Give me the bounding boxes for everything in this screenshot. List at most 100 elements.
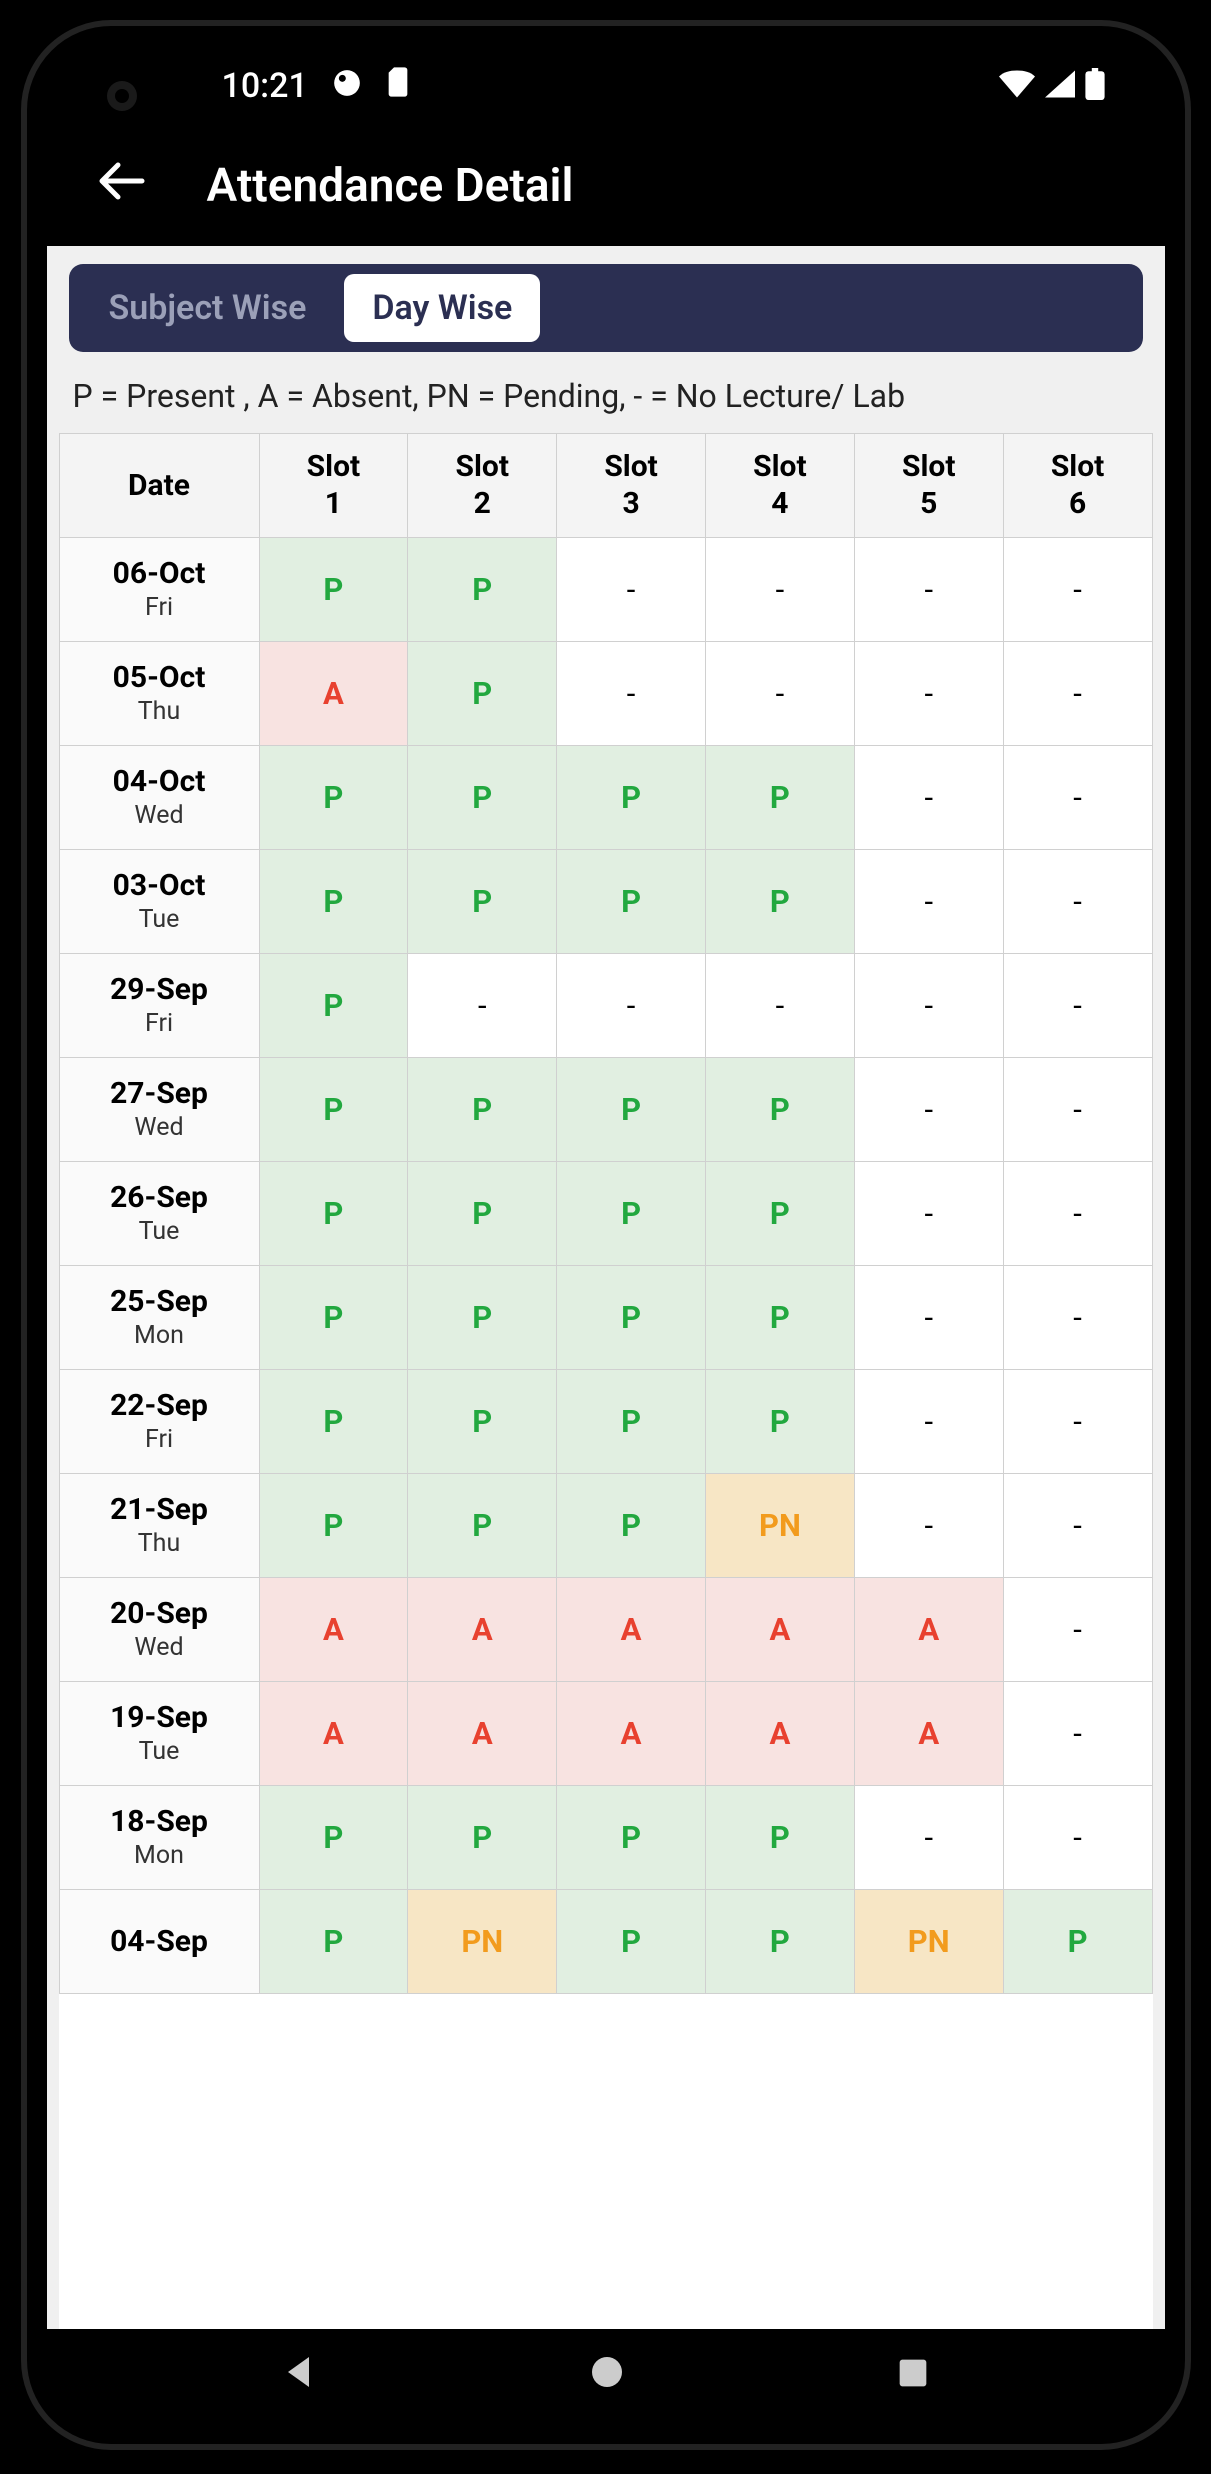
slot-cell: P xyxy=(408,537,557,641)
attendance-table-container[interactable]: DateSlot1Slot2Slot3Slot4Slot5Slot6 06-Oc… xyxy=(59,433,1153,2329)
slot-cell: P xyxy=(259,1785,408,1889)
table-row: 26-SepTuePPPP-- xyxy=(59,1161,1152,1265)
date-cell: 20-SepWed xyxy=(59,1577,259,1681)
slot-cell: - xyxy=(1003,1161,1152,1265)
slot-cell: A xyxy=(854,1681,1003,1785)
slot-cell: - xyxy=(408,953,557,1057)
slot-cell: A xyxy=(705,1577,854,1681)
slot-cell: - xyxy=(557,537,706,641)
page-title: Attendance Detail xyxy=(207,159,574,213)
slot-cell: P xyxy=(557,1265,706,1369)
slot-cell: - xyxy=(854,745,1003,849)
slot-cell: - xyxy=(1003,1681,1152,1785)
slot-cell: - xyxy=(1003,953,1152,1057)
date-cell: 04-Sep xyxy=(59,1889,259,1993)
slot-cell: P xyxy=(259,1889,408,1993)
date-cell: 04-OctWed xyxy=(59,745,259,849)
slot-cell: P xyxy=(705,1161,854,1265)
slot-cell: PN xyxy=(854,1889,1003,1993)
slot-cell: P xyxy=(1003,1889,1152,1993)
slot-cell: P xyxy=(408,1161,557,1265)
slot-cell: - xyxy=(557,953,706,1057)
table-row: 22-SepFriPPPP-- xyxy=(59,1369,1152,1473)
date-cell: 27-SepWed xyxy=(59,1057,259,1161)
table-row: 06-OctFriPP---- xyxy=(59,537,1152,641)
slot-cell: - xyxy=(1003,1577,1152,1681)
tab-subject-wise[interactable]: Subject Wise xyxy=(81,274,335,342)
status-left: 10:21 xyxy=(222,66,410,106)
back-button[interactable] xyxy=(77,149,167,223)
nav-home-button[interactable] xyxy=(589,2354,625,2400)
slot-cell: A xyxy=(259,641,408,745)
slot-cell: P xyxy=(408,745,557,849)
slot-cell: P xyxy=(705,1057,854,1161)
slot-cell: - xyxy=(1003,1265,1152,1369)
table-header-slot: Slot5 xyxy=(854,433,1003,537)
slot-cell: P xyxy=(557,1889,706,1993)
slot-cell: - xyxy=(1003,1785,1152,1889)
table-row: 05-OctThuAP---- xyxy=(59,641,1152,745)
table-body: 06-OctFriPP----05-OctThuAP----04-OctWedP… xyxy=(59,537,1152,1993)
slot-cell: PN xyxy=(705,1473,854,1577)
slot-cell: P xyxy=(259,1161,408,1265)
slot-cell: - xyxy=(1003,745,1152,849)
slot-cell: - xyxy=(854,1057,1003,1161)
date-cell: 21-SepThu xyxy=(59,1473,259,1577)
slot-cell: P xyxy=(557,1161,706,1265)
slot-cell: P xyxy=(259,953,408,1057)
table-row: 18-SepMonPPPP-- xyxy=(59,1785,1152,1889)
slot-cell: P xyxy=(259,745,408,849)
slot-cell: P xyxy=(557,1473,706,1577)
slot-cell: P xyxy=(408,1785,557,1889)
nav-back-button[interactable] xyxy=(282,2354,318,2400)
date-cell: 05-OctThu xyxy=(59,641,259,745)
slot-cell: P xyxy=(705,1785,854,1889)
tab-day-wise[interactable]: Day Wise xyxy=(344,274,540,342)
slot-cell: - xyxy=(1003,1473,1152,1577)
signal-icon xyxy=(1045,70,1075,102)
table-row: 25-SepMonPPPP-- xyxy=(59,1265,1152,1369)
table-header-slot: Slot3 xyxy=(557,433,706,537)
slot-cell: P xyxy=(259,537,408,641)
table-header-slot: Slot4 xyxy=(705,433,854,537)
table-header-slot: Slot1 xyxy=(259,433,408,537)
date-cell: 26-SepTue xyxy=(59,1161,259,1265)
slot-cell: P xyxy=(705,1265,854,1369)
table-header-date: Date xyxy=(59,433,259,537)
slot-cell: - xyxy=(705,953,854,1057)
status-right xyxy=(999,68,1105,104)
date-cell: 06-OctFri xyxy=(59,537,259,641)
table-row: 21-SepThuPPPPN-- xyxy=(59,1473,1152,1577)
slot-cell: - xyxy=(854,953,1003,1057)
table-row: 29-SepFriP----- xyxy=(59,953,1152,1057)
slot-cell: - xyxy=(1003,537,1152,641)
slot-cell: P xyxy=(705,1889,854,1993)
slot-cell: - xyxy=(1003,849,1152,953)
slot-cell: P xyxy=(408,1473,557,1577)
slot-cell: - xyxy=(1003,1369,1152,1473)
slot-cell: - xyxy=(854,641,1003,745)
slot-cell: A xyxy=(408,1577,557,1681)
wifi-icon xyxy=(999,70,1035,102)
slot-cell: P xyxy=(259,1265,408,1369)
attendance-table: DateSlot1Slot2Slot3Slot4Slot5Slot6 06-Oc… xyxy=(59,433,1153,1994)
slot-cell: A xyxy=(705,1681,854,1785)
phone-screen: 10:21 xyxy=(47,46,1165,2424)
slot-cell: - xyxy=(854,537,1003,641)
app-bar: Attendance Detail xyxy=(47,126,1165,246)
date-cell: 18-SepMon xyxy=(59,1785,259,1889)
slot-cell: - xyxy=(854,1265,1003,1369)
slot-cell: A xyxy=(259,1577,408,1681)
slot-cell: - xyxy=(1003,1057,1152,1161)
app-indicator-icon xyxy=(333,66,361,106)
date-cell: 29-SepFri xyxy=(59,953,259,1057)
slot-cell: P xyxy=(408,1265,557,1369)
slot-cell: P xyxy=(557,745,706,849)
table-header-row: DateSlot1Slot2Slot3Slot4Slot5Slot6 xyxy=(59,433,1152,537)
sd-card-icon xyxy=(386,66,410,106)
slot-cell: A xyxy=(557,1681,706,1785)
battery-icon xyxy=(1085,68,1105,104)
status-bar: 10:21 xyxy=(47,46,1165,126)
slot-cell: - xyxy=(854,1473,1003,1577)
nav-recents-button[interactable] xyxy=(897,2355,929,2399)
